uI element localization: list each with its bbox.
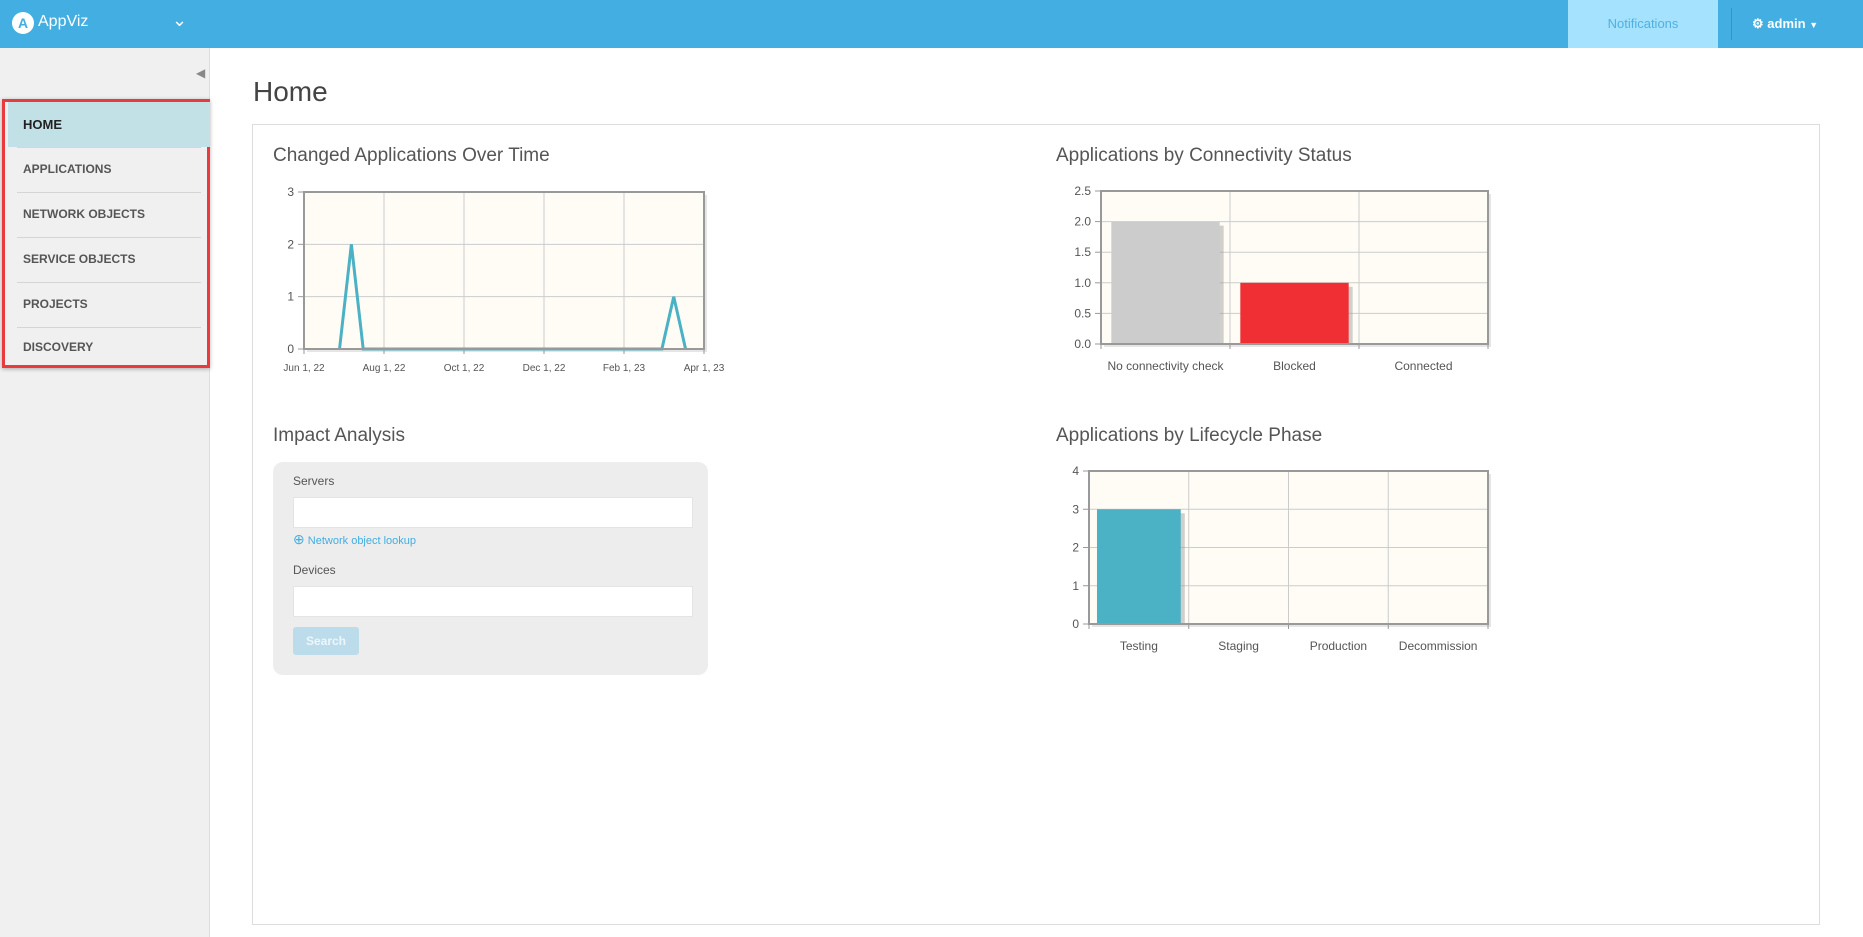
search-button[interactable]: Search	[293, 627, 359, 655]
line-chart-plot-area	[304, 192, 704, 349]
lifecycle-chart-y-tick-label: 0	[1072, 617, 1079, 631]
servers-label: Servers	[293, 474, 335, 488]
lifecycle-chart-category-label: Staging	[1218, 639, 1259, 653]
user-label: admin	[1767, 16, 1806, 31]
zoom-in-icon: ⊕	[293, 531, 305, 547]
sidebar-nav: HOME APPLICATIONS NETWORK OBJECTS SERVIC…	[2, 99, 210, 368]
chart-title-lifecycle: Applications by Lifecycle Phase	[1056, 425, 1323, 446]
connectivity-chart-category-label: Blocked	[1273, 359, 1316, 373]
gear-icon: ⚙	[1752, 16, 1764, 31]
lifecycle-chart-category-label: Production	[1310, 639, 1367, 653]
line-chart-y-tick-label: 1	[287, 290, 294, 304]
connectivity-chart-plot-border	[1100, 190, 1489, 345]
connectivity-chart-bar	[1111, 221, 1220, 344]
line-chart-y-tick-label: 3	[287, 185, 294, 199]
lifecycle-chart-y-tick-label: 1	[1072, 579, 1079, 593]
connectivity-chart-bar	[1240, 282, 1349, 344]
line-chart-x-tick-label: Jun 1, 22	[283, 363, 325, 374]
line-chart-x-tick-label: Aug 1, 22	[363, 363, 406, 374]
sidebar-item-service-objects[interactable]: SERVICE OBJECTS	[8, 237, 210, 282]
connectivity-chart-category-label: No connectivity check	[1107, 359, 1224, 373]
sidebar	[0, 48, 210, 937]
line-chart-x-tick-label: Feb 1, 23	[603, 363, 646, 374]
connectivity-chart-y-tick-label: 2.5	[1074, 184, 1091, 198]
lookup-label: Network object lookup	[307, 535, 417, 547]
impact-analysis-title: Impact Analysis	[273, 425, 405, 446]
dashboard-panel	[252, 124, 1820, 925]
line-chart-x-tick-label: Apr 1, 23	[684, 363, 725, 374]
lifecycle-chart-y-tick-label: 2	[1072, 541, 1079, 555]
lifecycle-chart-category-label: Decommission	[1399, 639, 1478, 653]
page-title: Home	[253, 76, 328, 107]
lifecycle-chart-bar	[1096, 509, 1181, 624]
connectivity-chart-y-tick-label: 2.0	[1074, 215, 1091, 229]
sidebar-item-network-objects[interactable]: NETWORK OBJECTS	[8, 192, 210, 237]
line-chart-y-tick-label: 0	[287, 342, 294, 356]
lifecycle-chart-y-tick-label: 3	[1072, 502, 1079, 516]
app-switcher-chevron-icon[interactable]: ⌄	[172, 10, 188, 30]
servers-input[interactable]	[293, 497, 693, 528]
line-chart-plot-border	[303, 191, 705, 350]
notifications-button[interactable]: Notifications	[1568, 0, 1718, 48]
divider	[1731, 8, 1732, 40]
chart-title-connectivity: Applications by Connectivity Status	[1056, 145, 1352, 166]
connectivity-chart-y-tick-label: 0.0	[1074, 337, 1091, 351]
line-chart-x-tick-label: Oct 1, 22	[444, 363, 485, 374]
chart-title-changed-apps: Changed Applications Over Time	[273, 145, 550, 166]
sidebar-item-applications[interactable]: APPLICATIONS	[8, 147, 210, 192]
top-bar: A AppViz ⌄ Notifications ⚙ admin ▼	[0, 0, 1863, 48]
user-menu[interactable]: ⚙ admin ▼	[1752, 0, 1818, 48]
line-chart-x-tick-label: Dec 1, 22	[523, 363, 566, 374]
sidebar-item-discovery[interactable]: DISCOVERY	[8, 327, 210, 365]
lifecycle-chart-y-tick-label: 4	[1072, 464, 1079, 478]
connectivity-chart-y-tick-label: 1.0	[1074, 276, 1091, 290]
app-name: AppViz	[38, 13, 89, 30]
lifecycle-chart-category-label: Testing	[1120, 639, 1158, 653]
connectivity-chart-category-label: Connected	[1394, 359, 1452, 373]
sidebar-item-home[interactable]: HOME	[8, 102, 210, 147]
line-chart-y-tick-label: 2	[287, 237, 294, 251]
appviz-logo-icon: A	[12, 12, 34, 34]
network-object-lookup-link[interactable]: ⊕ Network object lookup	[293, 531, 416, 548]
sidebar-item-projects[interactable]: PROJECTS	[8, 282, 210, 327]
impact-analysis-form: Servers ⊕ Network object lookup Devices …	[273, 462, 708, 675]
connectivity-chart-y-tick-label: 1.5	[1074, 245, 1091, 259]
collapse-sidebar-icon[interactable]: ◀	[196, 66, 206, 80]
caret-down-icon: ▼	[1809, 20, 1819, 30]
devices-label: Devices	[293, 563, 336, 577]
devices-input[interactable]	[293, 586, 693, 617]
connectivity-chart-y-tick-label: 0.5	[1074, 306, 1091, 320]
